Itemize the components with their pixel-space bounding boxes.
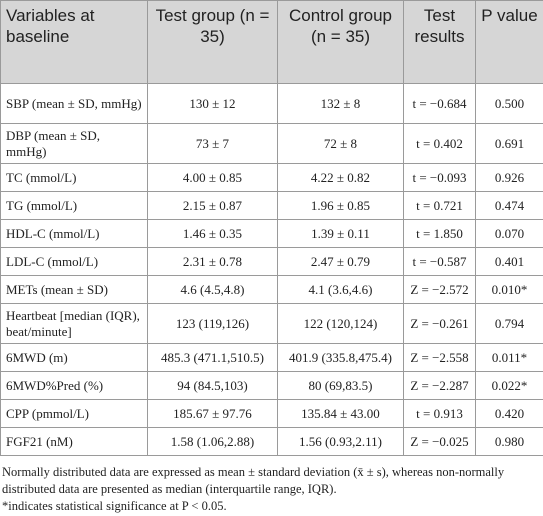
table-cell: 1.58 (1.06,2.88) xyxy=(147,427,278,456)
table-cell: t = −0.684 xyxy=(403,83,476,124)
table-cell: 6MWD (m) xyxy=(0,343,148,372)
table-row: TC (mmol/L) 4.00 ± 0.85 4.22 ± 0.82 t = −0.… xyxy=(0,163,543,192)
table-row: TG (mmol/L) 2.15 ± 0.87 1.96 ± 0.85 t = 0.7… xyxy=(0,191,543,220)
table-cell: TG (mmol/L) xyxy=(0,191,148,220)
table-row: 6MWD (m) 485.3 (471.1,510.5) 401.9 (335.8,… xyxy=(0,343,543,372)
table-cell: 0.420 xyxy=(475,399,543,428)
table-cell: t = 0.721 xyxy=(403,191,476,220)
header-cell: Control group (n = 35) xyxy=(277,0,404,84)
table-cell: 2.31 ± 0.78 xyxy=(147,247,278,276)
table-cell: 0.794 xyxy=(475,303,543,344)
table-cell: 6MWD%Pred (%) xyxy=(0,371,148,400)
table-row: LDL-C (mmol/L) 2.31 ± 0.78 2.47 ± 0.79 t = … xyxy=(0,247,543,276)
table-cell: TC (mmol/L) xyxy=(0,163,148,192)
table-cell: HDL-C (mmol/L) xyxy=(0,219,148,248)
table-cell: Z = −0.025 xyxy=(403,427,476,456)
table-cell: 130 ± 12 xyxy=(147,83,278,124)
table-cell: DBP (mean ± SD, mmHg) xyxy=(0,123,148,164)
table-cell: 94 (84.5,103) xyxy=(147,371,278,400)
header-cell: Test group (n = 35) xyxy=(147,0,278,84)
table-cell: 1.39 ± 0.11 xyxy=(277,219,404,248)
table-cell: Z = −2.572 xyxy=(403,275,476,304)
table-cell: SBP (mean ± SD, mmHg) xyxy=(0,83,148,124)
table-cell: 0.022* xyxy=(475,371,543,400)
table-cell: Heartbeat [median (IQR), beat/minute] xyxy=(0,303,148,344)
footnote: Normally distributed data are expressed … xyxy=(2,465,505,496)
header-row: Variables at baseline Test group (n = 35)… xyxy=(0,0,543,84)
table-cell: t = 0.402 xyxy=(403,123,476,164)
table-cell: 0.070 xyxy=(475,219,543,248)
table-cell: 72 ± 8 xyxy=(277,123,404,164)
table-cell: t = 0.913 xyxy=(403,399,476,428)
table-row: METs (mean ± SD) 4.6 (4.5,4.8) 4.1 (3.6,4.… xyxy=(0,275,543,304)
table-cell: FGF21 (nM) xyxy=(0,427,148,456)
table-cell: t = 1.850 xyxy=(403,219,476,248)
table-cell: 401.9 (335.8,475.4) xyxy=(277,343,404,372)
table-cell: CPP (pmmol/L) xyxy=(0,399,148,428)
table-cell: 135.84 ± 43.00 xyxy=(277,399,404,428)
header-cell: Variables at baseline xyxy=(0,0,148,84)
table-cell: 80 (69,83.5) xyxy=(277,371,404,400)
data-table: Variables at baseline Test group (n = 35)… xyxy=(0,0,543,456)
table-row: 6MWD%Pred (%) 94 (84.5,103) 80 (69,83.5) Z … xyxy=(0,371,543,400)
table-cell: Z = −0.261 xyxy=(403,303,476,344)
table-cell: 1.56 (0.93,2.11) xyxy=(277,427,404,456)
table-cell: 185.67 ± 97.76 xyxy=(147,399,278,428)
table-cell: 0.401 xyxy=(475,247,543,276)
footnote: *indicates statistical significance at P… xyxy=(2,499,227,513)
table-cell: 0.011* xyxy=(475,343,543,372)
table-cell: 132 ± 8 xyxy=(277,83,404,124)
table-cell: METs (mean ± SD) xyxy=(0,275,148,304)
table-cell: 0.926 xyxy=(475,163,543,192)
table-cell: 0.691 xyxy=(475,123,543,164)
table-cell: 4.1 (3.6,4.6) xyxy=(277,275,404,304)
table-cell: LDL-C (mmol/L) xyxy=(0,247,148,276)
table-cell: 2.47 ± 0.79 xyxy=(277,247,404,276)
table-row: HDL-C (mmol/L) 1.46 ± 0.35 1.39 ± 0.11 t = … xyxy=(0,219,543,248)
table-row: Heartbeat [median (IQR), beat/minute] 123… xyxy=(0,303,543,344)
table-cell: Z = −2.558 xyxy=(403,343,476,372)
table-row: CPP (pmmol/L) 185.67 ± 97.76 135.84 ± 43.0… xyxy=(0,399,543,428)
table-cell: 4.6 (4.5,4.8) xyxy=(147,275,278,304)
table-cell: t = −0.093 xyxy=(403,163,476,192)
table-cell: 0.010* xyxy=(475,275,543,304)
table-cell: 485.3 (471.1,510.5) xyxy=(147,343,278,372)
table-cell: 0.980 xyxy=(475,427,543,456)
table-cell: 73 ± 7 xyxy=(147,123,278,164)
table-cell: 2.15 ± 0.87 xyxy=(147,191,278,220)
header-cell: P value xyxy=(475,0,543,84)
header-cell: Test results xyxy=(403,0,476,84)
table-row: FGF21 (nM) 1.58 (1.06,2.88) 1.56 (0.93,2.1… xyxy=(0,427,543,456)
footnotes: Normally distributed data are expressed … xyxy=(0,456,543,515)
table-cell: 0.500 xyxy=(475,83,543,124)
table-cell: 1.46 ± 0.35 xyxy=(147,219,278,248)
table-cell: 0.474 xyxy=(475,191,543,220)
table-cell: t = −0.587 xyxy=(403,247,476,276)
table-cell: 122 (120,124) xyxy=(277,303,404,344)
table-cell: 4.22 ± 0.82 xyxy=(277,163,404,192)
table-cell: 123 (119,126) xyxy=(147,303,278,344)
table-cell: 1.96 ± 0.85 xyxy=(277,191,404,220)
table-cell: 4.00 ± 0.85 xyxy=(147,163,278,192)
table-cell: Z = −2.287 xyxy=(403,371,476,400)
